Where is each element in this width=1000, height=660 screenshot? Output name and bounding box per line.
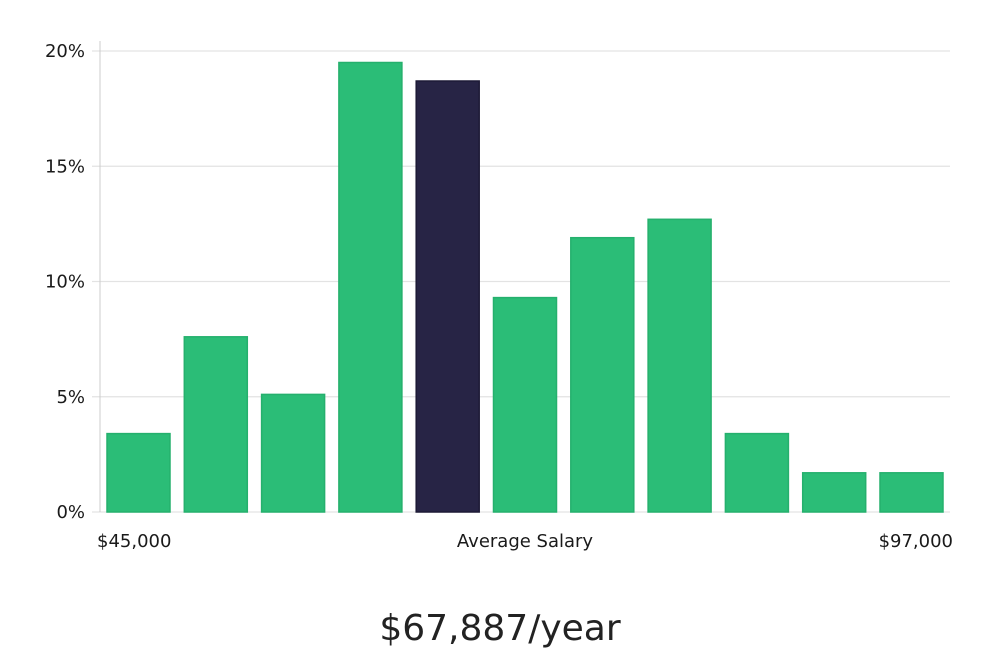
bar [647,218,712,513]
y-tick-label: 15% [45,156,85,177]
average-salary-value: $67,887/year [379,608,621,649]
y-tick-label: 20% [45,41,85,62]
x-center-label: Average Salary [457,531,594,552]
bar [260,393,326,513]
bar [801,472,867,513]
bar [724,432,790,513]
bar [570,236,635,513]
y-axis-ticks: 0% 5% 10% 15% 20% [45,41,85,523]
bar [492,296,558,513]
bar [106,432,171,513]
bar [879,472,944,513]
salary-histogram: 0% 5% 10% 15% 20% $45,000 Average Salary $97… [45,41,953,552]
bar-highlight-average [415,80,480,513]
y-tick-label: 5% [56,387,85,408]
bars [106,61,944,513]
y-tick-label: 10% [45,272,85,293]
y-tick-label: 0% [56,502,85,523]
bar [183,336,249,513]
x-min-label: $45,000 [97,531,171,552]
x-max-label: $97,000 [879,531,953,552]
bar [338,61,403,513]
